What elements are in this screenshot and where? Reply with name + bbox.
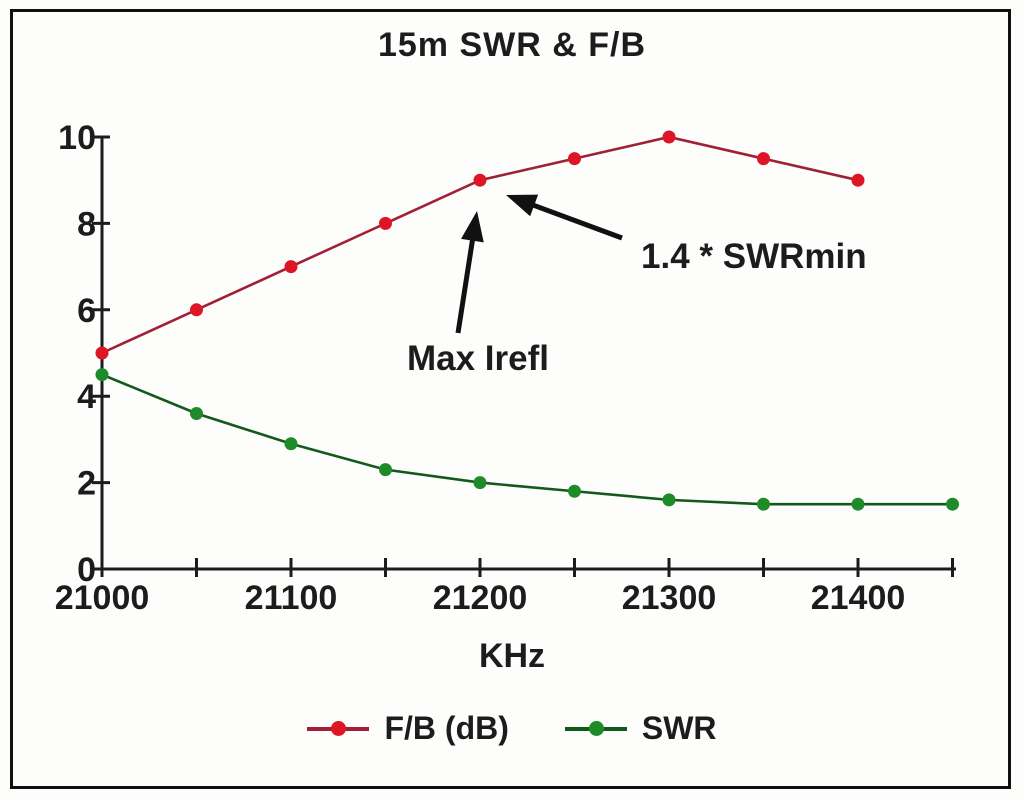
data-point-fb [568,152,581,166]
y-tick-label: 6 [77,292,96,330]
annotation-arrow-head [461,211,484,243]
fb-series-marker-icon [307,721,370,736]
data-point-swr [284,437,298,451]
y-tick-label: 2 [77,465,96,503]
data-point-swr [95,368,109,382]
legend-item-swr: SWR [564,710,717,747]
x-axis-label: KHz [478,637,546,675]
data-point-swr [379,463,392,477]
x-tick-label: 21400 [811,579,906,617]
annotation-max-irefl: Max Irefl [407,339,549,378]
data-point-fb [662,130,676,144]
annotation-swrmin: 1.4 * SWRmin [641,237,867,276]
data-point-fb [851,173,865,187]
legend: F/B (dB) SWR [0,710,1024,747]
annotation-arrow-head [506,194,539,217]
annotation-arrow-shaft [529,201,623,241]
legend-label-swr: SWR [641,710,717,746]
y-tick-label: 10 [58,119,96,157]
y-tick-label: 0 [77,551,96,589]
x-tick-label: 21300 [622,579,717,617]
annotation-arrow-shaft [455,236,476,334]
data-point-fb [190,303,203,317]
data-point-swr [757,497,770,511]
data-point-fb [284,260,298,274]
series-line-swr [101,373,953,506]
data-point-swr [473,476,487,490]
x-tick-label: 21000 [55,579,150,617]
data-point-swr [568,484,581,498]
data-point-fb [757,152,770,166]
data-point-fb [95,346,109,360]
x-tick-label: 21200 [433,579,528,617]
swr-series-marker-icon [564,721,627,736]
data-point-swr [851,497,865,511]
y-tick-label: 4 [77,378,96,416]
data-point-swr [662,493,676,507]
x-tick-label: 21100 [245,579,338,617]
legend-label-fb: F/B (dB) [384,710,509,746]
data-point-fb [379,216,392,230]
chart-title: 15m SWR & F/B [377,26,647,64]
y-tick-label: 8 [77,205,96,243]
data-point-swr [190,406,203,420]
legend-item-fb: F/B (dB) [307,710,509,747]
data-point-fb [473,173,487,187]
data-point-swr [946,497,959,511]
